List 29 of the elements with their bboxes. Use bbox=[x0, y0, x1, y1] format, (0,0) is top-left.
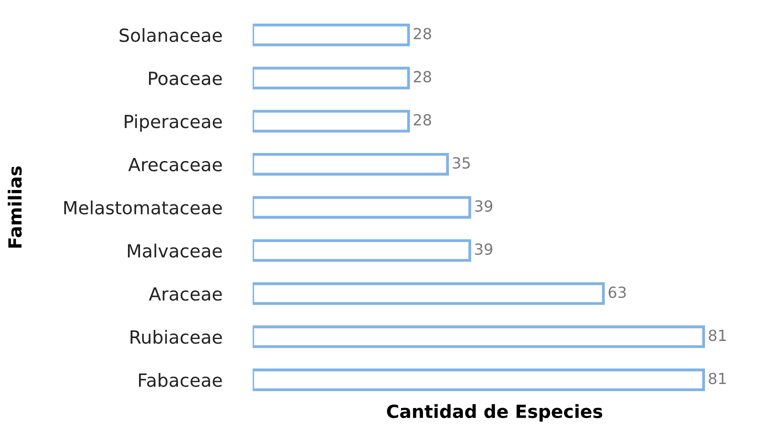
y-tick-label: Fabaceae bbox=[139, 372, 222, 387]
data-label: 81 bbox=[708, 330, 726, 342]
bar bbox=[252, 196, 472, 219]
bar bbox=[252, 325, 705, 348]
x-axis-title: Cantidad de Especies bbox=[386, 404, 602, 422]
data-label: 81 bbox=[708, 372, 726, 384]
y-tick-label: Poaceae bbox=[149, 72, 222, 86]
y-tick-label: Piperaceae bbox=[124, 114, 222, 132]
y-tick-label: Rubiaceae bbox=[130, 330, 222, 344]
data-label: 35 bbox=[452, 157, 470, 169]
data-label: 39 bbox=[475, 243, 492, 255]
data-label: 39 bbox=[475, 200, 492, 212]
bar bbox=[252, 66, 410, 90]
bar bbox=[252, 368, 705, 392]
bar bbox=[252, 24, 410, 46]
y-tick-label: Malvaceae bbox=[128, 244, 222, 258]
bar bbox=[252, 152, 449, 176]
data-label: 28 bbox=[414, 28, 432, 40]
data-label: 28 bbox=[414, 70, 432, 82]
y-tick-label: Araceae bbox=[148, 287, 222, 301]
y-tick-label: Arecaceae bbox=[128, 158, 222, 172]
bar bbox=[252, 282, 605, 305]
y-tick-label: Solanaceae bbox=[120, 28, 222, 42]
data-label: 63 bbox=[608, 286, 626, 298]
y-tick-label: Melastomataceae bbox=[64, 200, 222, 215]
data-label: 28 bbox=[414, 114, 432, 126]
y-axis-title: Familias bbox=[8, 166, 22, 248]
bar bbox=[252, 110, 410, 132]
bar bbox=[252, 239, 472, 262]
